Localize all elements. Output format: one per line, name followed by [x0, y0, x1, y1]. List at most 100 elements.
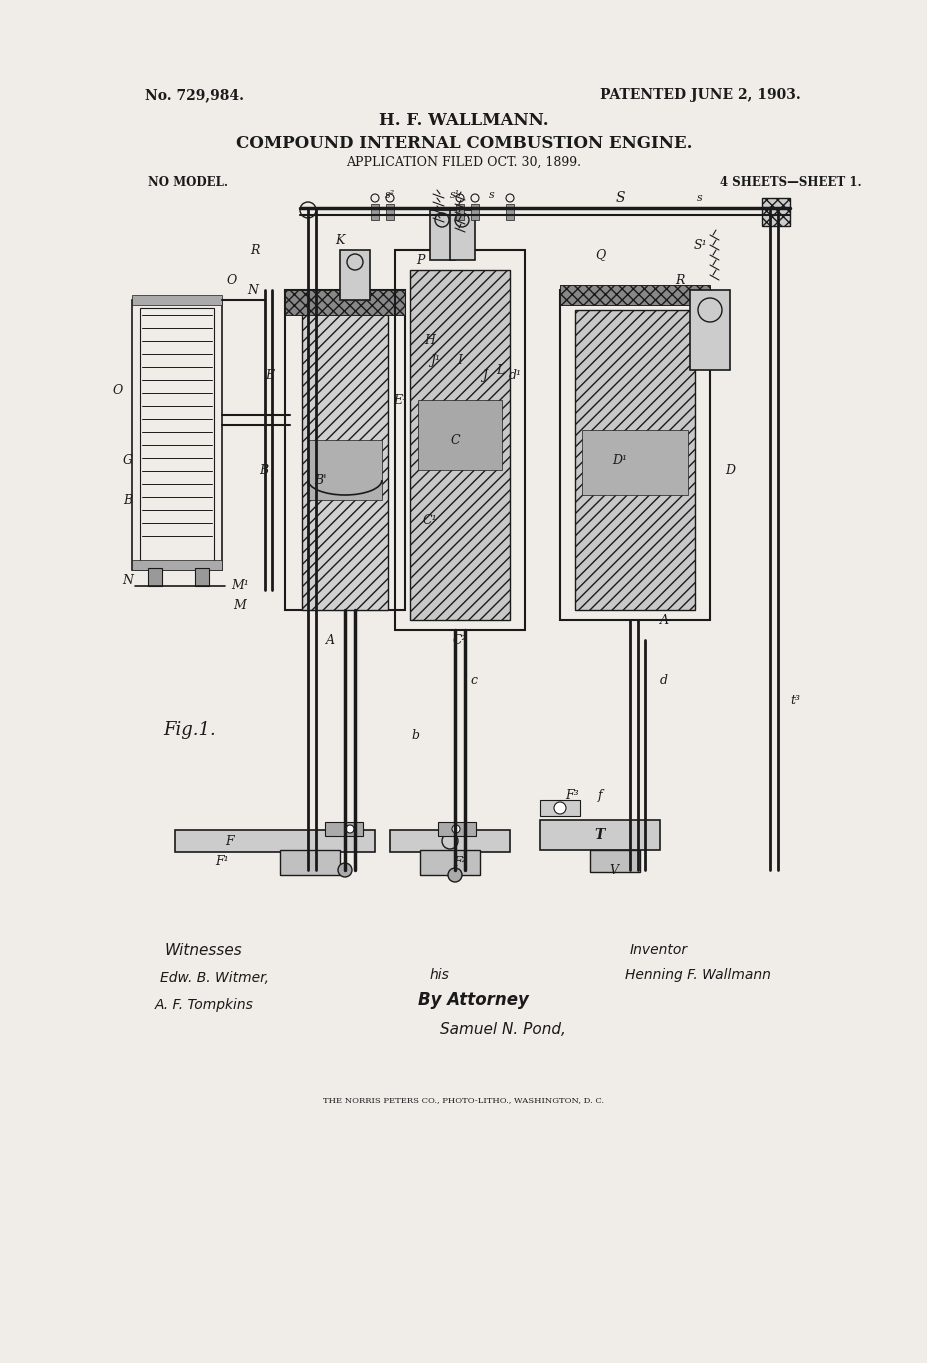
Bar: [581, 429, 687, 495]
Bar: [690, 290, 730, 369]
Text: V: V: [609, 864, 617, 876]
Text: T: T: [594, 827, 604, 842]
Text: 4 SHEETS—SHEET 1.: 4 SHEETS—SHEET 1.: [719, 176, 860, 188]
Bar: [285, 290, 404, 315]
Text: C: C: [450, 433, 459, 447]
Bar: [450, 210, 475, 260]
Bar: [761, 198, 789, 226]
Bar: [420, 851, 479, 875]
Bar: [575, 309, 694, 611]
Text: J: J: [482, 368, 487, 382]
Text: F²: F²: [452, 856, 466, 868]
Text: COMPOUND INTERNAL COMBUSTION ENGINE.: COMPOUND INTERNAL COMBUSTION ENGINE.: [235, 135, 692, 151]
Bar: [132, 294, 222, 305]
Text: s: s: [696, 194, 702, 203]
Text: s: s: [489, 189, 494, 200]
Text: G: G: [123, 454, 133, 466]
Bar: [559, 285, 709, 305]
Text: s²: s²: [385, 189, 395, 200]
Text: I: I: [457, 353, 462, 367]
Text: R: R: [250, 244, 260, 256]
Text: J¹: J¹: [429, 353, 439, 367]
Bar: [386, 204, 394, 219]
Bar: [339, 249, 370, 300]
Text: APPLICATION FILED OCT. 30, 1899.: APPLICATION FILED OCT. 30, 1899.: [346, 155, 581, 169]
Text: K: K: [335, 233, 344, 247]
Bar: [540, 800, 579, 816]
Text: B: B: [123, 493, 133, 507]
Text: D¹: D¹: [612, 454, 627, 466]
Bar: [429, 210, 454, 260]
Bar: [132, 560, 222, 570]
Text: E¹: E¹: [392, 394, 407, 406]
Bar: [371, 204, 378, 219]
Bar: [280, 851, 339, 875]
Text: Fig.1.: Fig.1.: [163, 721, 216, 739]
Bar: [175, 830, 375, 852]
Bar: [559, 290, 709, 620]
Text: B': B': [313, 473, 326, 487]
Bar: [140, 308, 214, 562]
Text: S¹: S¹: [692, 239, 706, 252]
Bar: [410, 270, 510, 620]
Bar: [575, 309, 694, 611]
Bar: [195, 568, 209, 586]
Bar: [505, 204, 514, 219]
Bar: [285, 290, 404, 611]
Bar: [410, 270, 510, 620]
Circle shape: [451, 825, 460, 833]
Text: E: E: [265, 368, 274, 382]
Text: NO MODEL.: NO MODEL.: [147, 176, 228, 188]
Text: H: H: [425, 334, 435, 346]
Bar: [389, 830, 510, 852]
Text: B: B: [259, 463, 268, 477]
Text: L: L: [495, 364, 503, 376]
Bar: [471, 204, 478, 219]
Bar: [285, 290, 404, 315]
Text: A: A: [659, 613, 668, 627]
Bar: [438, 822, 476, 836]
Bar: [559, 285, 709, 305]
Circle shape: [337, 863, 351, 876]
Bar: [455, 204, 464, 219]
Bar: [147, 568, 162, 586]
Text: D: D: [724, 463, 734, 477]
Text: Ιnventor: Ιnventor: [629, 943, 688, 957]
Text: R: R: [675, 274, 684, 286]
Bar: [308, 440, 382, 500]
Text: s¹: s¹: [450, 189, 460, 200]
Text: S: S: [615, 191, 624, 204]
Text: Edw. B. Witmer,: Edw. B. Witmer,: [159, 970, 269, 985]
Text: PATENTED JUNE 2, 1903.: PATENTED JUNE 2, 1903.: [600, 89, 800, 102]
Text: N: N: [122, 574, 133, 586]
Text: d: d: [659, 673, 667, 687]
Text: M: M: [234, 598, 246, 612]
Text: N: N: [247, 284, 258, 297]
Bar: [324, 822, 362, 836]
Text: THE NORRIS PETERS CO., PHOTO-LITHO., WASHINGTON, D. C.: THE NORRIS PETERS CO., PHOTO-LITHO., WAS…: [324, 1096, 603, 1104]
Circle shape: [448, 868, 462, 882]
Text: Samuel N. Pond,: Samuel N. Pond,: [439, 1022, 565, 1037]
Bar: [761, 198, 789, 226]
Text: O: O: [226, 274, 237, 286]
Text: O: O: [113, 383, 123, 397]
Text: Witnesses: Witnesses: [165, 942, 243, 957]
Text: A: A: [325, 634, 335, 646]
Circle shape: [346, 825, 353, 833]
Bar: [417, 399, 502, 470]
Text: f: f: [597, 789, 602, 801]
Text: C¹: C¹: [422, 514, 437, 526]
Text: F³: F³: [565, 789, 578, 801]
Bar: [395, 249, 525, 630]
Bar: [590, 851, 640, 872]
Text: t³: t³: [789, 694, 799, 706]
Text: P: P: [415, 254, 424, 267]
Bar: [540, 821, 659, 851]
Text: M¹: M¹: [231, 578, 248, 592]
Text: C²: C²: [452, 634, 467, 646]
Text: Henning F. Wallmann: Henning F. Wallmann: [624, 968, 770, 981]
Text: No. 729,984.: No. 729,984.: [145, 89, 244, 102]
Text: c: c: [469, 673, 476, 687]
Text: F¹: F¹: [215, 855, 229, 867]
Bar: [301, 309, 387, 611]
